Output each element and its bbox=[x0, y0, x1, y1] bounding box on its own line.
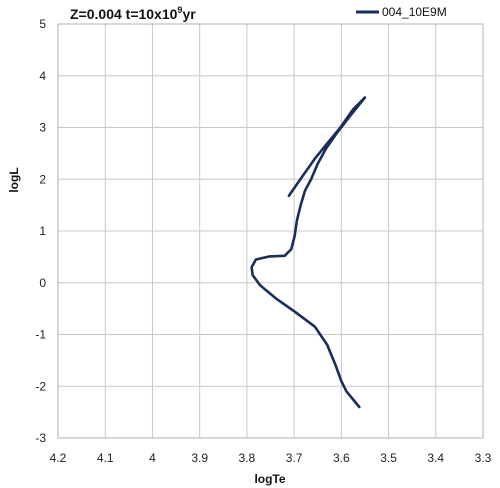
chart-title: Z=0.004 t=10x109yr bbox=[70, 5, 196, 22]
x-tick-label: 4.2 bbox=[50, 451, 67, 465]
chart-title-superscript: 9 bbox=[177, 5, 182, 15]
y-tick-label: 0 bbox=[39, 276, 46, 290]
x-axis-ticks: 4.2 4.1 4 3.9 3.8 3.7 3.6 3.5 3.4 3.3 bbox=[50, 451, 492, 465]
y-axis-ticks: -3 -2 -1 0 1 2 3 4 5 bbox=[35, 17, 46, 445]
series-layer bbox=[250, 96, 367, 409]
y-tick-label: 1 bbox=[39, 224, 46, 238]
legend: 004_10E9M bbox=[356, 5, 447, 19]
x-tick-label: 3.3 bbox=[475, 451, 492, 465]
x-tick-label: 3.9 bbox=[191, 451, 208, 465]
y-tick-label: 4 bbox=[39, 69, 46, 83]
legend-label: 004_10E9M bbox=[382, 5, 447, 19]
plot-area-frame bbox=[57, 23, 484, 439]
x-tick-label: 3.6 bbox=[333, 451, 350, 465]
x-tick-label: 3.7 bbox=[286, 451, 303, 465]
series-line bbox=[250, 96, 367, 409]
y-tick-label: -3 bbox=[35, 431, 46, 445]
y-tick-label: -2 bbox=[35, 379, 46, 393]
x-tick-label: 3.8 bbox=[239, 451, 256, 465]
grid bbox=[57, 23, 484, 439]
x-tick-label: 3.4 bbox=[427, 451, 444, 465]
y-axis-title: logL bbox=[7, 167, 21, 192]
x-tick-label: 4.1 bbox=[97, 451, 114, 465]
chart-title-suffix: yr bbox=[182, 6, 196, 22]
chart-title-text: Z=0.004 t=10x10 bbox=[70, 6, 178, 22]
x-axis-title: logTe bbox=[254, 472, 285, 486]
y-tick-label: 3 bbox=[39, 121, 46, 135]
y-tick-label: 5 bbox=[39, 17, 46, 31]
y-tick-label: 2 bbox=[39, 172, 46, 186]
x-tick-label: 3.5 bbox=[380, 451, 397, 465]
x-tick-label: 4 bbox=[149, 451, 156, 465]
y-tick-label: -1 bbox=[35, 328, 46, 342]
